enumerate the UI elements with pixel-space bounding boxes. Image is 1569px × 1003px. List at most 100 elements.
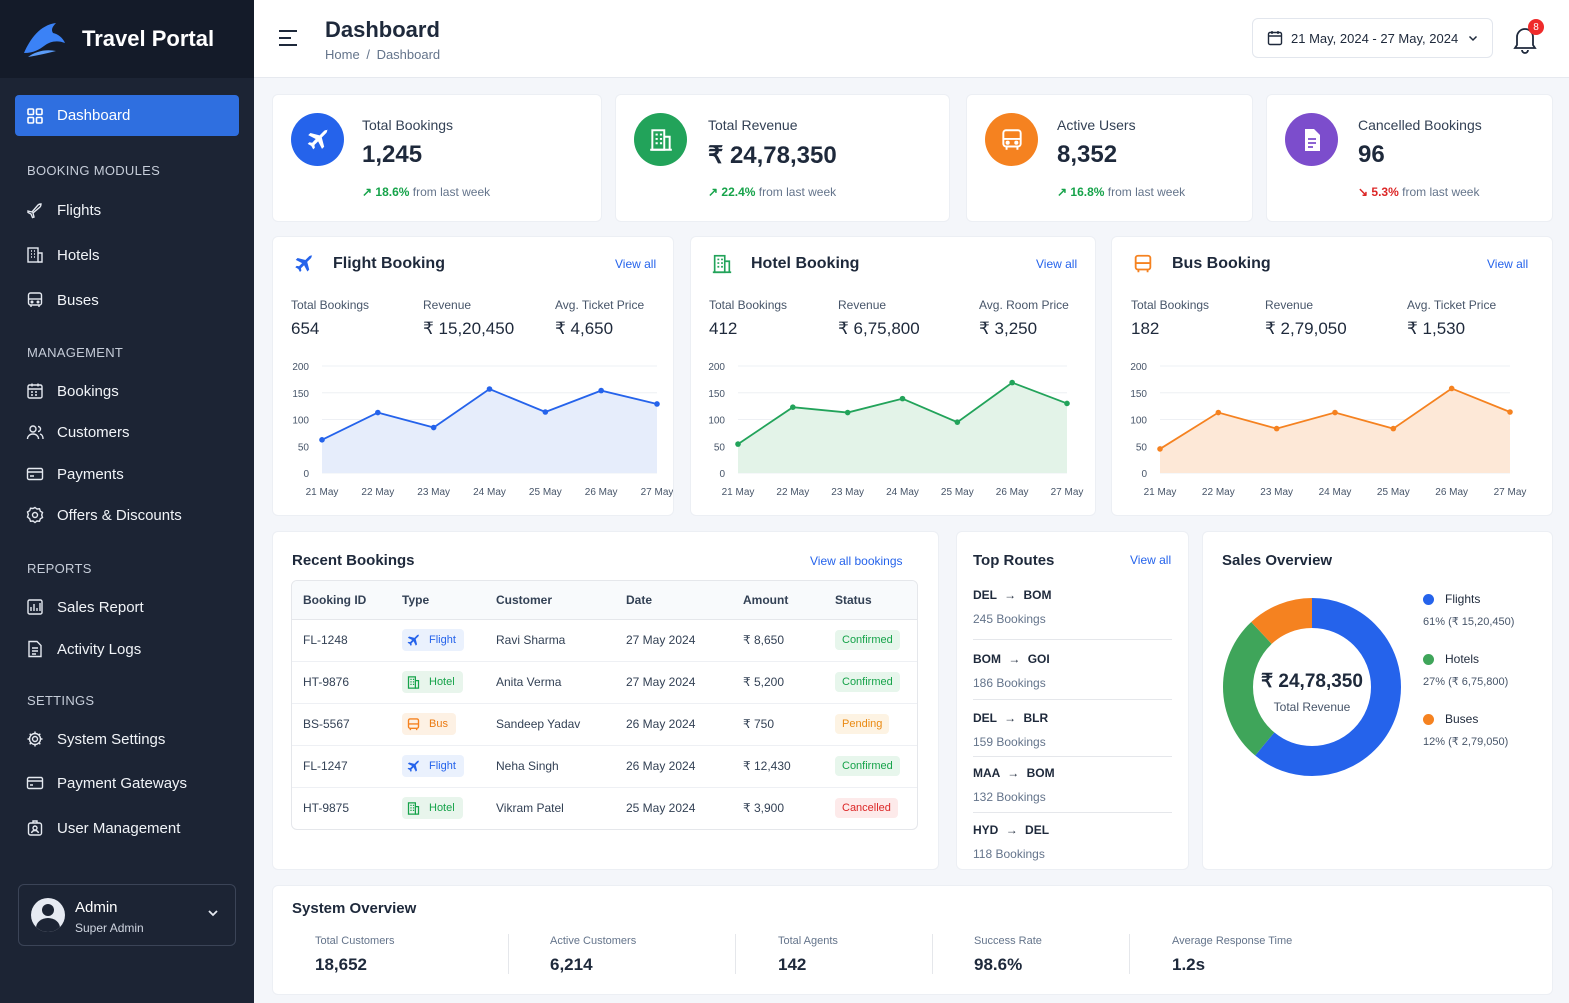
view-all-routes-link[interactable]: View all [1130, 553, 1172, 567]
donut-center-value: ₹ 24,78,350 [1261, 671, 1363, 692]
hamburger-menu-icon[interactable] [277, 29, 299, 47]
sidebar-item-bookings[interactable]: Bookings [26, 382, 119, 400]
column-header[interactable]: Booking ID [292, 581, 391, 620]
booking-id: FL-1247 [292, 745, 391, 788]
route-origin: MAA [973, 766, 1000, 780]
date-range-value: 21 May, 2024 - 27 May, 2024 [1291, 30, 1459, 46]
trend-text: from last week [758, 185, 837, 199]
table-row[interactable]: HT-9875 Hotel Vikram Patel 25 May 2024 ₹… [292, 787, 917, 829]
building-icon [27, 247, 43, 263]
sales-overview-card: Sales Overview ₹ 24,78,350 Total Revenue… [1202, 531, 1553, 870]
bus-icon [27, 292, 43, 307]
sidebar-item-user-management[interactable]: User Management [26, 819, 180, 837]
route-item[interactable]: DEL → BOM 245 Bookings [973, 588, 1172, 640]
sidebar-item-offers[interactable]: Offers & Discounts [26, 506, 182, 524]
sidebar-item-label: Buses [57, 291, 99, 309]
sidebar-item-payment-gateways[interactable]: Payment Gateways [26, 774, 187, 792]
route-item[interactable]: MAA → BOM 132 Bookings [973, 766, 1172, 813]
user-profile-menu[interactable]: Admin Super Admin [18, 884, 236, 946]
x-tick-label: 21 May [722, 487, 755, 498]
route-item[interactable]: DEL → BLR 159 Bookings [973, 711, 1172, 757]
brand[interactable]: Travel Portal [0, 0, 254, 78]
column-header[interactable]: Amount [732, 581, 824, 620]
metric-label: Total Bookings [291, 298, 370, 312]
data-point[interactable] [1332, 409, 1338, 416]
table-row[interactable]: HT-9876 Hotel Anita Verma 27 May 2024 ₹ … [292, 661, 917, 704]
table-row[interactable]: BS-5567 Bus Sandeep Yadav 26 May 2024 ₹ … [292, 703, 917, 746]
data-point[interactable] [542, 409, 549, 415]
top-routes-card: Top Routes View all DEL → BOM 245 Bookin… [956, 531, 1189, 870]
donut-slice-hotels[interactable] [1223, 598, 1401, 776]
sidebar-item-flights[interactable]: Flights [26, 201, 101, 219]
data-point[interactable] [654, 401, 660, 407]
stat-value: 96 [1358, 141, 1385, 168]
sidebar: Travel Portal Dashboard BOOKING MODULES … [0, 0, 254, 1003]
y-tick-label: 50 [1136, 442, 1148, 453]
data-point[interactable] [1390, 425, 1397, 432]
sidebar-item-customers[interactable]: Customers [26, 423, 130, 441]
breadcrumb-home[interactable]: Home [325, 47, 360, 62]
trend-up-arrow-icon: ↗ [1057, 185, 1068, 199]
data-point[interactable] [1273, 425, 1280, 432]
donut-slice-buses[interactable] [1223, 598, 1401, 776]
table-row[interactable]: FL-1248 Flight Ravi Sharma 27 May 2024 ₹… [292, 619, 917, 662]
view-all-link[interactable]: View all [1487, 257, 1529, 271]
data-point[interactable] [486, 386, 493, 392]
gear-icon [27, 731, 43, 747]
route-bookings: 186 Bookings [973, 676, 1046, 690]
sidebar-item-system-settings[interactable]: System Settings [26, 730, 165, 748]
type-cell: Hotel [391, 787, 485, 829]
stat-value: ₹ 24,78,350 [708, 142, 837, 169]
data-point[interactable] [1009, 379, 1015, 386]
data-point[interactable] [1064, 400, 1070, 407]
data-point[interactable] [319, 437, 325, 443]
x-tick-label: 24 May [1319, 487, 1352, 498]
data-point[interactable] [735, 441, 741, 447]
data-point[interactable] [598, 387, 604, 394]
sidebar-item-dashboard[interactable]: Dashboard [15, 95, 239, 136]
route-item[interactable]: BOM → GOI 186 Bookings [973, 652, 1172, 700]
donut-center-label: Total Revenue [1273, 700, 1351, 714]
data-point[interactable] [430, 424, 437, 431]
sidebar-item-activity-logs[interactable]: Activity Logs [26, 640, 141, 658]
date-range-picker[interactable]: 21 May, 2024 - 27 May, 2024 [1252, 18, 1493, 58]
data-point[interactable] [844, 409, 851, 416]
view-all-link[interactable]: View all [615, 257, 657, 271]
column-header[interactable]: Date [615, 581, 732, 620]
section-title: Top Routes [973, 552, 1055, 569]
column-header[interactable]: Customer [485, 581, 615, 620]
sidebar-item-buses[interactable]: Buses [26, 291, 99, 309]
y-tick-label: 100 [1130, 416, 1147, 427]
data-point[interactable] [375, 409, 381, 416]
y-tick-label: 200 [292, 362, 309, 373]
column-header[interactable]: Type [391, 581, 485, 620]
data-point[interactable] [790, 404, 796, 410]
system-metric-label: Total Customers [315, 935, 395, 947]
route-destination: BOM [1026, 766, 1055, 780]
legend-dot-hotels [1423, 654, 1434, 665]
sidebar-item-sales-report[interactable]: Sales Report [26, 598, 144, 616]
section-title: Recent Bookings [292, 552, 415, 569]
system-metric-label: Active Customers [550, 935, 637, 947]
view-all-link[interactable]: View all [1036, 257, 1078, 271]
status-cell: Pending [824, 703, 917, 746]
breadcrumb-current: Dashboard [376, 47, 441, 62]
sidebar-item-hotels[interactable]: Hotels [26, 246, 100, 264]
route-name: HYD → DEL [973, 823, 1172, 837]
data-point[interactable] [1157, 446, 1163, 452]
bus-booking-card: Bus Booking View all Total Bookings 182 … [1111, 236, 1553, 516]
discount-badge-icon [26, 506, 44, 524]
data-point[interactable] [954, 419, 961, 425]
sidebar-item-label: Customers [57, 423, 130, 441]
sidebar-item-payments[interactable]: Payments [26, 465, 124, 483]
view-all-bookings-link[interactable]: View all bookings [810, 554, 903, 568]
notification-button[interactable]: 8 [1512, 19, 1544, 54]
column-header[interactable]: Status [824, 581, 917, 620]
data-point[interactable] [1507, 409, 1513, 415]
data-point[interactable] [1215, 409, 1222, 416]
table-row[interactable]: FL-1247 Flight Neha Singh 26 May 2024 ₹ … [292, 745, 917, 788]
route-item[interactable]: HYD → DEL 118 Bookings [973, 823, 1172, 863]
data-point[interactable] [899, 395, 906, 402]
bus-icon [1134, 254, 1152, 273]
data-point[interactable] [1448, 385, 1455, 392]
